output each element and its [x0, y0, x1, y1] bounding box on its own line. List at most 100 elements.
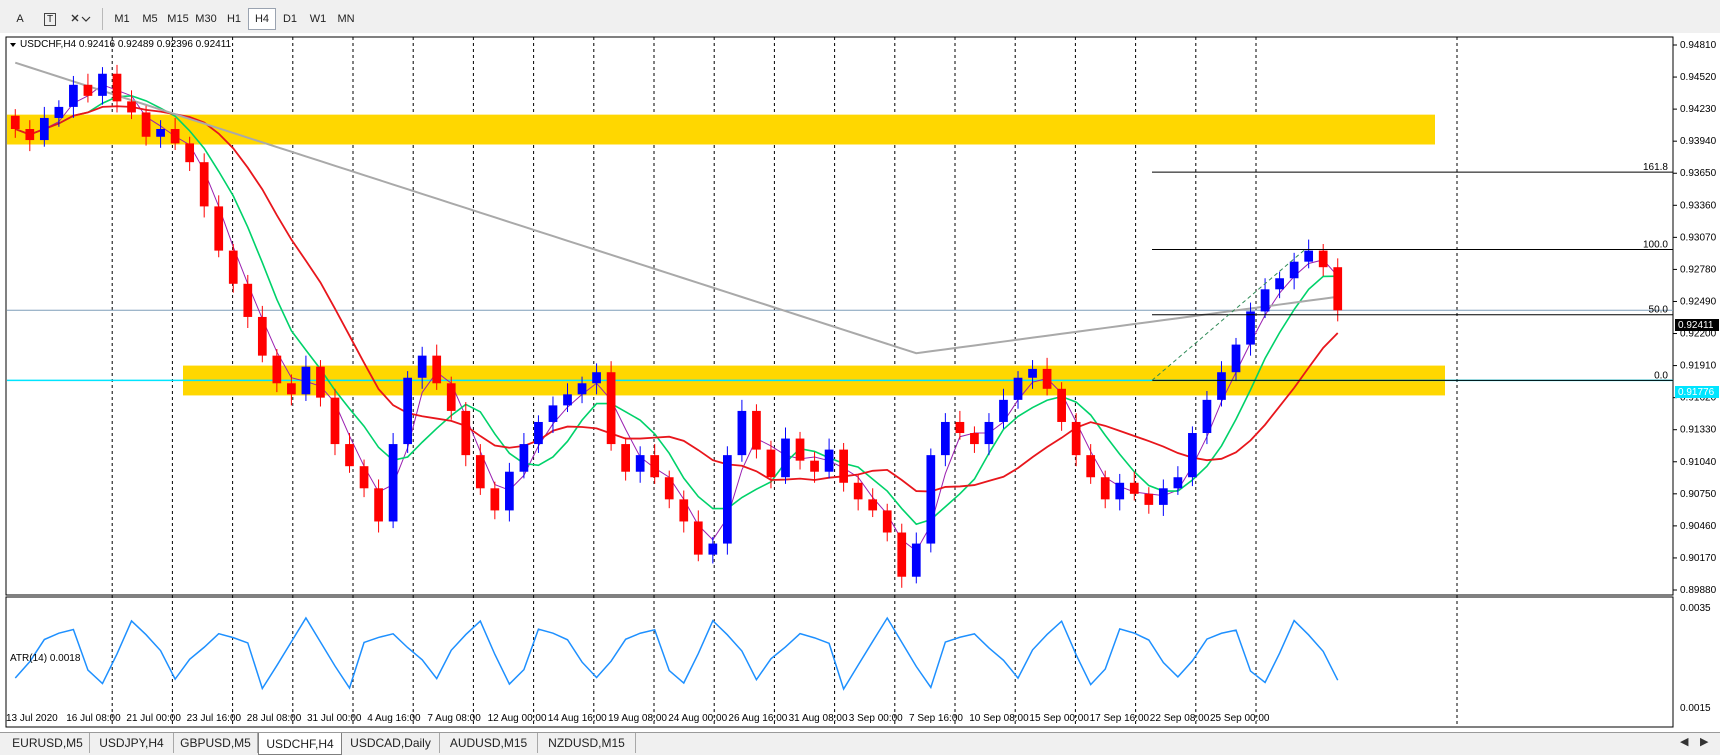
candle-body [446, 383, 456, 411]
text-tool-icon: A [16, 13, 24, 25]
fib-level-label: 100.0 [1643, 240, 1668, 251]
chart-toolbar: A T M1 M5 M15 M30 H1 H4 D1 W1 MN [0, 0, 1720, 34]
candle-body [1260, 289, 1270, 312]
candle-body [83, 84, 93, 96]
candle-body [1217, 372, 1226, 400]
symbol-tab-bar: EURUSD,M5 USDJPY,H4 GBPUSD,M5 USDCHF,H4 … [0, 732, 1720, 755]
candle-body [635, 455, 645, 472]
candle-body [461, 410, 471, 456]
candle-body [664, 477, 674, 500]
candle-body [1158, 488, 1168, 505]
candle-body [374, 488, 383, 522]
timeframe-m5-button[interactable]: M5 [142, 13, 158, 25]
bid-price-label: 0.92411 [1678, 320, 1714, 331]
candle-body [1188, 433, 1197, 478]
timeframe-m1-button[interactable]: M1 [114, 13, 130, 25]
text-label-tool-button[interactable]: T [38, 8, 62, 30]
x-axis-tick-label: 7 Aug 08:00 [427, 713, 481, 724]
candle-body [897, 532, 907, 577]
shapes-tool-icon [71, 14, 91, 22]
collapse-triangle-icon[interactable] [10, 43, 16, 47]
candle-body [1042, 368, 1052, 389]
candle-body [1144, 493, 1154, 505]
x-axis-tick-label: 17 Sep 16:00 [1090, 713, 1150, 724]
toolbar-separator [102, 8, 103, 30]
tab-usdcad-daily[interactable]: USDCAD,Daily [342, 733, 440, 753]
tab-nzdusd-m15[interactable]: NZDUSD,M15 [538, 733, 636, 753]
candle-body [795, 438, 805, 461]
y-axis-tick-label: 0.93940 [1680, 136, 1717, 147]
tab-gbpusd-m5[interactable]: GBPUSD,M5 [174, 733, 258, 753]
indicator-pane-frame [5, 596, 1674, 728]
resistance-zone[interactable] [7, 114, 1435, 145]
candle-body [723, 455, 732, 544]
fib-level-label: 161.8 [1643, 162, 1668, 173]
fib-trend-line[interactable] [1151, 249, 1306, 381]
candle-body [621, 444, 630, 472]
candle-body [1028, 368, 1037, 378]
y-axis-tick-label: 0.92200 [1680, 329, 1717, 340]
candle-body [955, 421, 965, 434]
candle-body [287, 383, 296, 395]
candle-body [766, 449, 776, 478]
candle-body [54, 106, 64, 118]
price-chart[interactable]: 0.0 50.0 100.0 161.8 0.94810 0.94520 0.94230 0… [0, 33, 1720, 732]
candle-body [243, 283, 253, 317]
candle-body [316, 366, 325, 398]
candle-body [10, 115, 20, 130]
tab-audusd-m15[interactable]: AUDUSD,M15 [440, 733, 538, 753]
tab-usdchf-h4[interactable]: USDCHF,H4 [258, 733, 342, 755]
candle-body [563, 394, 572, 406]
candle-body [984, 421, 994, 445]
candle-body [1100, 477, 1110, 500]
y-axis-tick-label: 0.94810 [1680, 40, 1717, 51]
x-axis-tick-label: 26 Aug 16:00 [728, 713, 787, 724]
timeframe-h4-button[interactable]: H4 [248, 8, 276, 30]
candle-body [708, 543, 718, 555]
candle-body [592, 372, 601, 384]
y-axis-tick-label: 0.90170 [1680, 553, 1717, 564]
chart-window[interactable]: 0.0 50.0 100.0 161.8 0.94810 0.94520 0.94230 0… [0, 33, 1720, 732]
candle-body [940, 421, 950, 456]
candle-body [1289, 261, 1299, 279]
candle-body [228, 250, 238, 284]
candle-body [345, 444, 354, 467]
tab-scroll-right-icon[interactable]: ▶ [1700, 736, 1709, 748]
candle-body [882, 510, 892, 533]
y-axis-tick-label: 0.91040 [1680, 457, 1717, 468]
level-price-box [1675, 386, 1719, 398]
text-label-tool-icon: T [43, 12, 57, 26]
tab-scroll-left-icon[interactable]: ◀ [1680, 736, 1689, 748]
y-axis-tick-label: 0.89880 [1680, 585, 1717, 596]
timeframe-d1-button[interactable]: D1 [282, 13, 298, 25]
candle-body [156, 129, 165, 137]
shapes-tool-button[interactable] [66, 8, 94, 30]
timeframe-m30-button[interactable]: M30 [195, 13, 217, 25]
candle-body [98, 73, 107, 96]
ma-fast-line [15, 84, 1339, 552]
tab-eurusd-m5[interactable]: EURUSD,M5 [6, 733, 90, 753]
candle-body [170, 129, 180, 144]
text-tool-button[interactable]: A [8, 8, 32, 30]
candle-body [534, 421, 543, 445]
candle-body [127, 101, 136, 113]
ma-slow-line [14, 105, 1339, 493]
timeframe-m15-button[interactable]: M15 [167, 13, 189, 25]
tab-usdjpy-h4[interactable]: USDJPY,H4 [90, 733, 174, 753]
y-axis-tick-label: 0.93070 [1680, 232, 1717, 243]
y-axis-tick-label: 0.94520 [1680, 72, 1717, 83]
candle-body [417, 355, 427, 378]
fib-level-label: 0.0 [1654, 370, 1668, 381]
y-axis-tick-label: 0.94230 [1680, 104, 1717, 115]
x-axis-tick-label: 16 Jul 08:00 [66, 713, 121, 724]
candle-body [781, 438, 790, 478]
candle-body [301, 366, 311, 395]
candle-body [185, 143, 195, 163]
x-axis-tick-label: 19 Aug 08:00 [608, 713, 667, 724]
timeframe-h1-button[interactable]: H1 [226, 13, 242, 25]
candle-body [999, 399, 1008, 422]
candle-body [1202, 399, 1212, 434]
timeframe-mn-button[interactable]: MN [337, 13, 355, 25]
atr-line [14, 616, 1339, 691]
timeframe-w1-button[interactable]: W1 [309, 13, 327, 25]
